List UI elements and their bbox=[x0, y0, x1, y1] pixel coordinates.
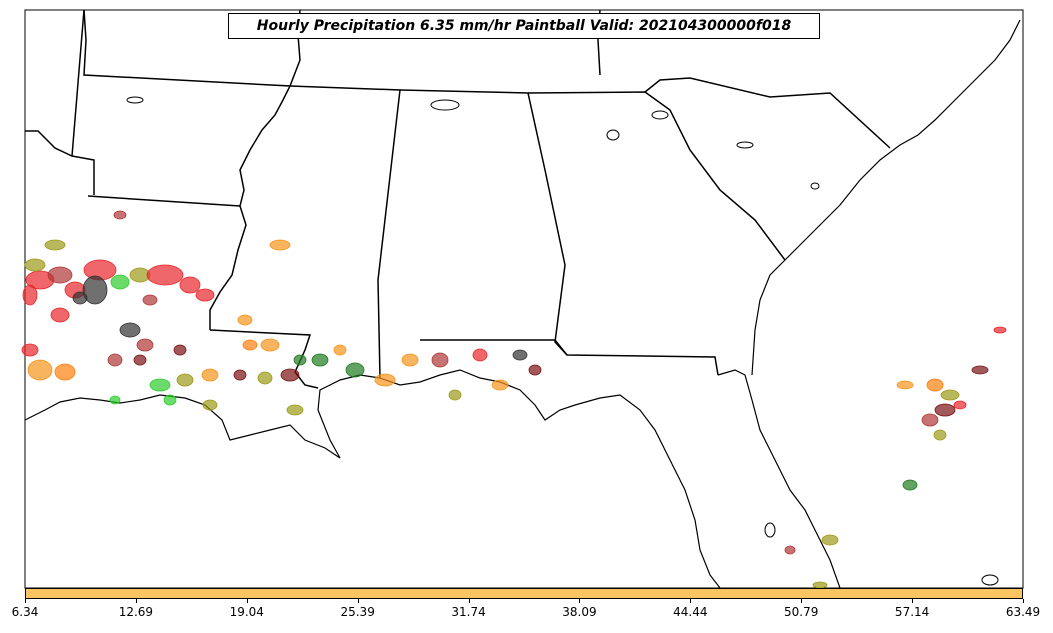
colorbar-tick-label: 44.44 bbox=[673, 605, 708, 619]
precip-blob bbox=[27, 359, 53, 381]
colorbar-tick-label: 50.79 bbox=[784, 605, 819, 619]
precip-blob bbox=[431, 352, 449, 368]
precip-blob bbox=[934, 403, 956, 417]
colorbar-tick-label: 57.14 bbox=[894, 605, 930, 619]
colorbar-tick bbox=[1023, 599, 1024, 603]
colorbar-tick-label: 6.34 bbox=[11, 605, 39, 619]
precip-blob bbox=[311, 353, 329, 367]
colorbar-tick bbox=[246, 599, 248, 603]
precip-blob bbox=[401, 353, 419, 367]
precip-blob bbox=[21, 343, 39, 357]
precip-blob bbox=[113, 210, 127, 220]
precip-blob bbox=[921, 413, 939, 427]
precip-blob bbox=[902, 479, 918, 491]
precip-blob bbox=[345, 362, 365, 378]
colorbar-tick bbox=[912, 599, 914, 603]
precip-blob bbox=[142, 294, 158, 306]
precip-blob bbox=[110, 274, 130, 290]
precip-blob bbox=[993, 326, 1007, 334]
precip-blob bbox=[242, 339, 258, 351]
precip-blob bbox=[22, 284, 38, 306]
precip-blob bbox=[333, 344, 347, 356]
map-title: Hourly Precipitation 6.35 mm/hr Paintbal… bbox=[228, 13, 820, 39]
precip-blob bbox=[133, 354, 147, 366]
precip-blob bbox=[119, 322, 141, 338]
precip-blob bbox=[512, 349, 528, 361]
precip-blob bbox=[82, 275, 108, 305]
colorbar-tick-label: 12.69 bbox=[118, 605, 154, 619]
precip-blob bbox=[24, 258, 46, 272]
precip-blob bbox=[47, 266, 73, 284]
colorbar-tick-label: 38.09 bbox=[562, 605, 597, 619]
precip-blob bbox=[293, 354, 307, 366]
precip-blob bbox=[926, 378, 944, 392]
colorbar-tick bbox=[801, 599, 803, 603]
precip-blob bbox=[821, 534, 839, 546]
precip-blob bbox=[237, 314, 253, 326]
colorbar-tick bbox=[690, 599, 692, 603]
precip-blob bbox=[146, 264, 184, 286]
precip-blob bbox=[195, 288, 215, 302]
precip-blob bbox=[233, 369, 247, 381]
colorbar-tick bbox=[357, 599, 359, 603]
colorbar-tick bbox=[135, 599, 137, 603]
precip-blob bbox=[136, 338, 154, 352]
colorbar bbox=[25, 588, 1023, 599]
precip-blob bbox=[448, 389, 462, 401]
precip-blob bbox=[163, 394, 177, 406]
precip-blob bbox=[44, 239, 66, 251]
precip-blob bbox=[491, 379, 509, 391]
precip-blob bbox=[50, 307, 70, 323]
precip-blob bbox=[54, 363, 76, 381]
precip-blob bbox=[72, 291, 88, 305]
precip-blob bbox=[257, 371, 273, 385]
colorbar-tick bbox=[468, 599, 470, 603]
colorbar-tick bbox=[579, 599, 581, 603]
precip-blob bbox=[173, 344, 187, 356]
precip-blob bbox=[896, 380, 914, 390]
precip-blob bbox=[286, 404, 304, 416]
map-frame bbox=[24, 9, 1024, 589]
precip-blob bbox=[269, 239, 291, 251]
precip-blob bbox=[260, 338, 280, 352]
precip-blob bbox=[176, 373, 194, 387]
precip-blob bbox=[107, 353, 123, 367]
precip-blob bbox=[472, 348, 488, 362]
precip-blob bbox=[784, 545, 796, 555]
precip-blob bbox=[933, 429, 947, 441]
precip-blob bbox=[280, 368, 300, 382]
colorbar-tick bbox=[25, 599, 26, 603]
colorbar-tick-label: 25.39 bbox=[340, 605, 375, 619]
precip-blob bbox=[940, 389, 960, 401]
lakes bbox=[126, 96, 999, 586]
colorbar-tick-label: 19.04 bbox=[229, 605, 264, 619]
precip-blob bbox=[149, 378, 171, 392]
precip-blob bbox=[528, 364, 542, 376]
precip-blob bbox=[374, 373, 396, 387]
precip-blob bbox=[971, 365, 989, 375]
precip-blob bbox=[953, 400, 967, 410]
colorbar-tick-label: 31.74 bbox=[451, 605, 486, 619]
precipitation-blobs bbox=[21, 210, 1007, 589]
precip-blob bbox=[179, 276, 201, 294]
precip-blob bbox=[109, 395, 121, 405]
precip-blob bbox=[201, 368, 219, 382]
precip-blob bbox=[202, 399, 218, 411]
colorbar-tick-label: 63.49 bbox=[1005, 605, 1041, 619]
